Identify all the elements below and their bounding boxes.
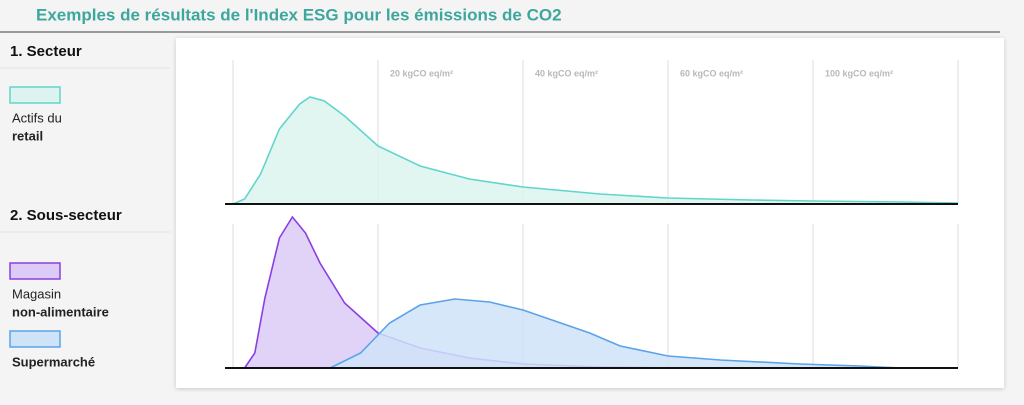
legend-label: Supermarché	[12, 354, 95, 369]
density-area	[233, 97, 958, 204]
x-tick-label: 60 kgCO eq/m²	[680, 68, 743, 78]
legend-swatch	[9, 86, 61, 104]
x-tick-label: 40 kgCO eq/m²	[535, 68, 598, 78]
x-tick-label: 20 kgCO eq/m²	[390, 68, 453, 78]
density-line	[232, 96, 959, 205]
legend-label: Magasin	[12, 286, 61, 301]
density-area	[244, 217, 690, 368]
legend-label: non-alimentaire	[12, 304, 109, 319]
legend-swatch	[9, 330, 61, 348]
section-title: 2. Sous-secteur	[10, 207, 122, 224]
section-title: 1. Secteur	[10, 43, 82, 60]
page-title: Exemples de résultats de l'Index ESG pou…	[36, 5, 562, 24]
legend-swatch	[9, 262, 61, 280]
density-area	[330, 299, 901, 368]
x-tick-label: 100 kgCO eq/m²	[825, 68, 893, 78]
legend-label: Actifs du	[12, 110, 62, 125]
density-line	[329, 298, 901, 369]
legend-label: retail	[12, 128, 43, 143]
